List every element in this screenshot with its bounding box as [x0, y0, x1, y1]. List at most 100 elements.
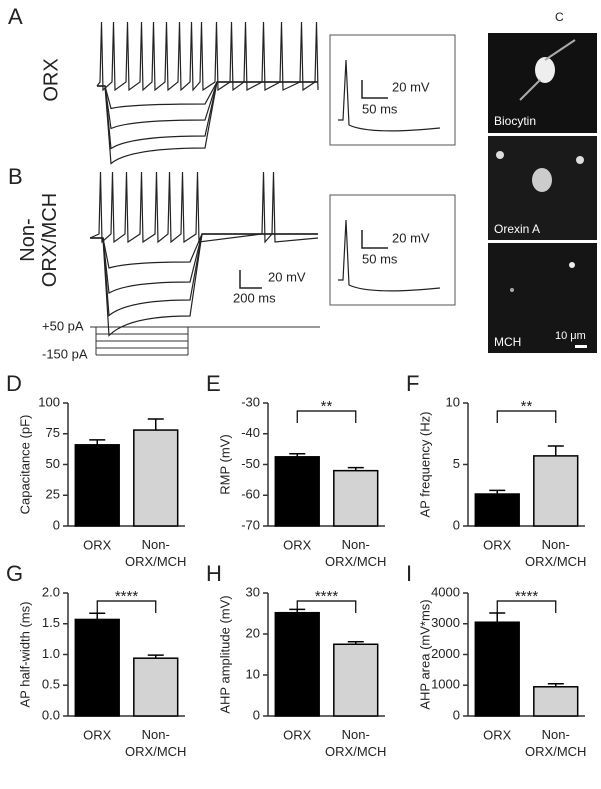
scale-label: 20 mV: [392, 230, 430, 245]
scale-bar: [361, 230, 388, 249]
panel-label: F: [406, 371, 419, 396]
panel-label: C: [555, 10, 564, 24]
trace: [96, 21, 319, 92]
bar-chart: G AP half-width (ms) 0.0 0.5 1.0 1.5 2.0 ORX Non…: [6, 561, 186, 760]
bar-chart: I AHP area (mV*ms) 0 1000 2000 3000 4000 ORX Non…: [406, 561, 586, 760]
y-tick-label: -50: [241, 456, 260, 471]
bar: [474, 493, 520, 527]
scale-label: 20 mV: [268, 269, 306, 284]
panel-label: H: [206, 561, 222, 586]
bar: [274, 456, 320, 527]
y-axis-label: AP half-width (ms): [17, 602, 32, 708]
bar-chart: E RMP (mV) -70 -60 -50 -40 -30 ORX Non-ORX/MCH **: [206, 371, 386, 570]
x-tick-label: ORX: [83, 727, 112, 742]
bar: [533, 455, 579, 527]
x-tick-label: ORX: [83, 537, 112, 552]
y-tick-label: 100: [38, 394, 60, 409]
y-axis-label: AP frequency (Hz): [417, 412, 432, 518]
y-axis-label: AHP area (mV*ms): [417, 599, 432, 709]
y-tick-label: -70: [241, 517, 260, 532]
panel-label: B: [8, 164, 23, 189]
significance-bracket: [296, 410, 357, 423]
y-tick-label: 2000: [431, 646, 460, 661]
significance-bracket: [496, 410, 557, 423]
trace: [97, 81, 318, 110]
scale-label: 50 ms: [362, 101, 398, 116]
scale-label: 20 mV: [392, 79, 430, 94]
trace: [97, 81, 318, 130]
x-tick-label: ORX: [483, 727, 512, 742]
panel-label: D: [6, 371, 22, 396]
scale-label: 10 μm: [555, 330, 586, 342]
scale-label: 200 ms: [233, 290, 276, 305]
x-tick-label: Non-ORX/MCH: [325, 727, 386, 759]
y-tick-label: 4000: [431, 584, 460, 599]
cell: [532, 168, 552, 192]
y-tick-label: 1.0: [42, 646, 60, 661]
bar: [74, 444, 120, 527]
spot: [569, 262, 575, 268]
y-tick-label: 0.0: [42, 707, 60, 722]
trace: [338, 59, 441, 132]
scale-label: 50 ms: [362, 251, 398, 266]
significance-bracket: [96, 600, 157, 613]
bar: [533, 686, 579, 717]
x-tick-label: ORX: [283, 537, 312, 552]
y-tick-label: 5: [453, 456, 460, 471]
x-tick-label: Non-ORX/MCH: [525, 727, 586, 759]
significance-bracket: [296, 600, 357, 613]
y-tick-label: -30: [241, 394, 260, 409]
panel-label: E: [206, 371, 221, 396]
y-tick-label: 0: [253, 707, 260, 722]
y-tick-label: 0.5: [42, 677, 60, 692]
image-label: Biocytin: [494, 114, 536, 128]
y-tick-label: 20: [246, 625, 260, 640]
bar: [74, 618, 120, 717]
y-tick-label: 3000: [431, 615, 460, 630]
y-tick-label: 25: [46, 487, 60, 502]
y-axis-label: RMP (mV): [217, 434, 232, 494]
y-tick-label: 10: [246, 666, 260, 681]
y-tick-label: 75: [46, 425, 60, 440]
panel-label: A: [8, 4, 23, 29]
x-tick-label: Non-ORX/MCH: [125, 727, 186, 759]
panel-c: C Biocytin Orexin A MCH 10 μm: [488, 10, 597, 353]
y-tick-label: -60: [241, 487, 260, 502]
trace: [90, 233, 318, 269]
bar: [133, 657, 179, 717]
image-label: MCH: [494, 335, 521, 349]
trace: [90, 233, 318, 337]
y-tick-label: 0: [453, 517, 460, 532]
trace: [90, 233, 318, 294]
significance-bracket: [496, 600, 557, 613]
y-tick-label: 0: [53, 517, 60, 532]
y-tick-label: 2.0: [42, 584, 60, 599]
x-tick-label: Non-ORX/MCH: [325, 537, 386, 569]
panel-a: A ORX 20 mV 50 ms: [8, 4, 456, 146]
group-label: Non-ORX/MCH: [17, 193, 61, 287]
significance-label: ****: [115, 588, 139, 605]
cell: [496, 151, 504, 159]
trace: [338, 219, 441, 292]
image: [488, 33, 597, 133]
y-tick-label: 30: [246, 584, 260, 599]
y-tick-label: 50: [46, 456, 60, 471]
y-axis-label: Capacitance (pF): [17, 415, 32, 515]
bar: [333, 643, 379, 717]
trace: [97, 81, 318, 165]
y-tick-label: 10: [446, 394, 460, 409]
scale-bar: [361, 80, 388, 99]
inset-box: [329, 34, 456, 146]
significance-label: **: [321, 398, 333, 415]
significance-label: ****: [315, 588, 339, 605]
neurite: [519, 39, 576, 101]
spot: [510, 288, 514, 292]
significance-label: **: [521, 398, 533, 415]
y-tick-label: 1.5: [42, 615, 60, 630]
cell: [576, 156, 584, 164]
scale-bar: [239, 270, 262, 289]
y-tick-label: -40: [241, 425, 260, 440]
cell: [535, 57, 555, 83]
trace: [89, 171, 319, 244]
